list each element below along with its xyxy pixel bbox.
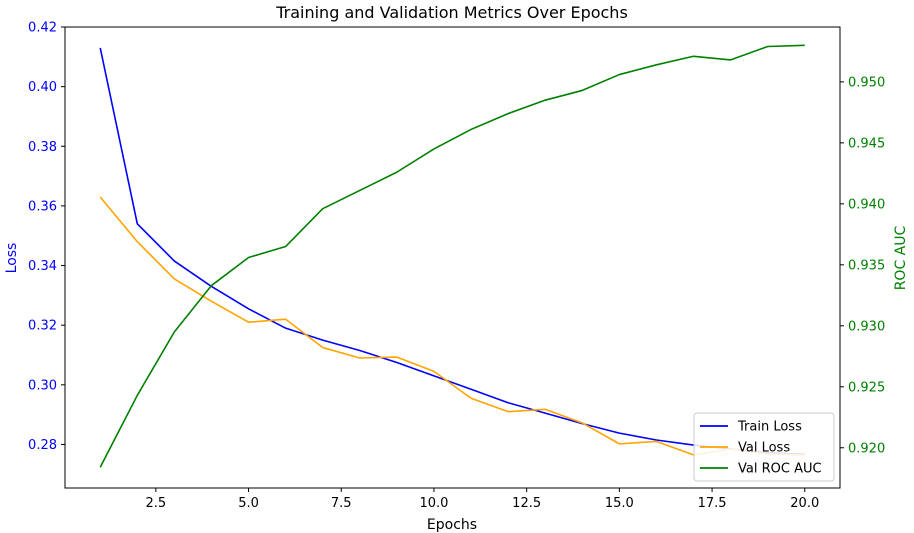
y-right-tick-label: 0.935 <box>848 258 885 273</box>
x-tick-label: 15.0 <box>605 496 634 511</box>
x-tick-label: 2.5 <box>146 496 167 511</box>
y-right-tick-label: 0.940 <box>848 197 885 212</box>
series-line-3 <box>99 44 805 468</box>
y-left-tick-label: 0.34 <box>28 259 57 274</box>
y-right-tick-label: 0.930 <box>848 319 885 334</box>
y-left-tick-label: 0.32 <box>28 319 57 334</box>
x-tick-label: 17.5 <box>698 496 727 511</box>
y-axis-right-title: ROC AUC <box>893 225 909 290</box>
y-left-tick-label: 0.42 <box>28 21 57 36</box>
x-axis-title: Epochs <box>427 517 477 533</box>
y-left-tick-label: 0.30 <box>28 378 57 393</box>
legend-label-1: Train Loss <box>737 420 802 435</box>
x-tick-label: 5.0 <box>238 496 259 511</box>
chart-title: Training and Validation Metrics Over Epo… <box>275 3 628 22</box>
y-left-tick-label: 0.40 <box>28 80 57 95</box>
y-right-tick-label: 0.950 <box>848 75 885 90</box>
y-right-tick-label: 0.945 <box>848 136 885 151</box>
y-left-tick-label: 0.36 <box>28 199 57 214</box>
legend-label-2: Val Loss <box>738 441 790 456</box>
legend-box <box>693 412 835 482</box>
x-tick-label: 20.0 <box>790 496 819 511</box>
x-tick-label: 7.5 <box>331 496 352 511</box>
series-line-1 <box>99 47 805 456</box>
x-tick-label: 10.0 <box>419 496 448 511</box>
series-line-2 <box>99 196 805 456</box>
y-axis-left-title: Loss <box>4 243 20 274</box>
y-right-tick-label: 0.920 <box>848 441 885 456</box>
y-left-tick-label: 0.38 <box>28 140 57 155</box>
legend: Train Loss Val Loss Val ROC AUC <box>693 412 835 482</box>
legend-label-3: Val ROC AUC <box>738 462 822 477</box>
plot-frame <box>64 26 841 489</box>
y-left-tick-label: 0.28 <box>28 438 57 453</box>
y-right-tick-label: 0.925 <box>848 380 885 395</box>
x-tick-label: 12.5 <box>512 496 541 511</box>
plot-area: 2.5 5.0 7.5 10.0 12.5 15.0 17.5 20.0 0.28 0.30 0.3… <box>28 21 885 512</box>
